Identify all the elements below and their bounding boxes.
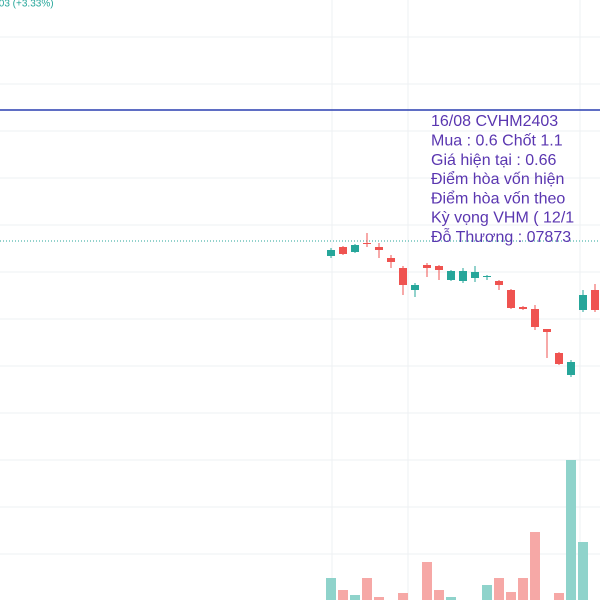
annotation-line: Giá hiện tại : 0.66	[431, 152, 557, 169]
volume-bar	[506, 592, 516, 600]
candle-body	[579, 295, 587, 310]
candle-body	[507, 290, 515, 308]
volume-bar	[554, 593, 564, 600]
volume-bar	[398, 593, 408, 600]
candle-body	[399, 268, 407, 285]
candle-body	[459, 271, 467, 281]
volume-bar	[446, 597, 456, 600]
candle-body	[327, 250, 335, 256]
candle-body	[531, 309, 539, 327]
candle-body	[435, 266, 443, 270]
annotation-line: Mua : 0.6 Chốt 1.1	[431, 133, 563, 150]
annotation-line: Kỳ vọng VHM ( 12/1	[431, 210, 574, 227]
candle-body	[591, 290, 599, 310]
candle-body	[363, 243, 371, 244]
candle-body	[351, 245, 359, 252]
annotation-line: Điểm hòa vốn theo	[431, 189, 565, 207]
candle-body	[519, 307, 527, 309]
volume-bar	[350, 595, 360, 600]
candle-body	[495, 281, 503, 285]
candle-body	[567, 362, 575, 375]
volume-bar	[494, 578, 504, 600]
annotation-line: Điểm hòa vốn hiện	[431, 170, 564, 188]
candle-body	[471, 272, 479, 278]
volume-bar	[422, 562, 432, 600]
candle-body	[375, 247, 383, 250]
volume-bar	[434, 590, 444, 600]
volume-bar	[530, 532, 540, 600]
annotation-line: Đỗ Thương : 07873	[431, 227, 571, 246]
volume-bar	[518, 578, 528, 600]
volume-bar	[326, 578, 336, 600]
annotation-line: 16/08 CVHM2403	[431, 113, 558, 130]
candle-body	[555, 353, 563, 364]
candle-body	[423, 265, 431, 268]
header-change: .03 (+3.33%)	[0, 0, 54, 10]
volume-bar	[566, 460, 576, 600]
volume-bar	[482, 585, 492, 600]
volume-bar	[578, 542, 588, 600]
volume-bar	[374, 597, 384, 600]
volume-bar	[362, 578, 372, 600]
volume-bar	[338, 590, 348, 600]
candle-body	[447, 271, 455, 280]
candle-body	[339, 247, 347, 254]
candle-body	[387, 258, 395, 262]
candle-body	[543, 329, 551, 332]
candle-body	[483, 276, 491, 277]
candle-body	[411, 285, 419, 290]
